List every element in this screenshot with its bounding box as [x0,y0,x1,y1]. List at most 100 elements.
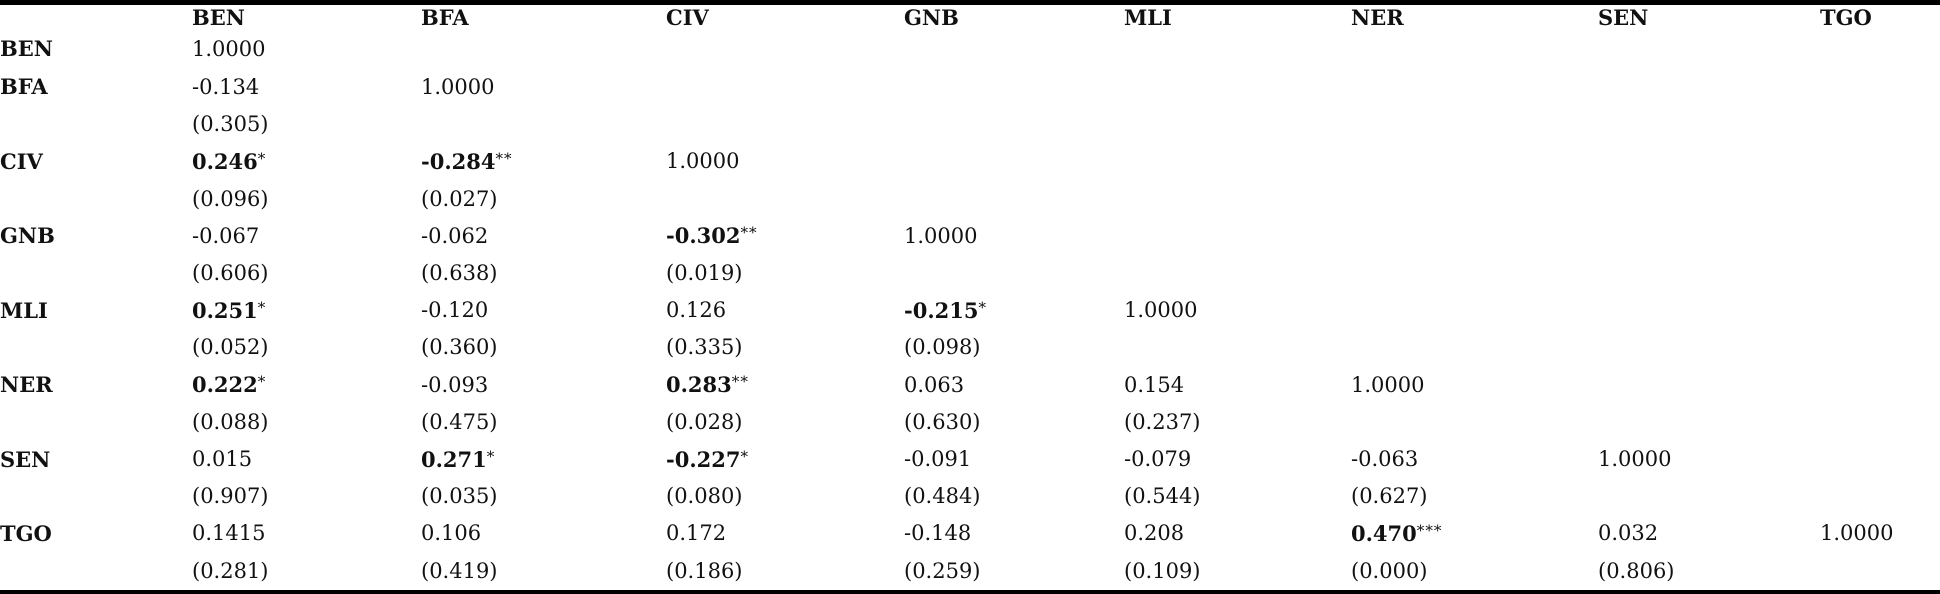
pvalue-row-bfa: (0.305) [0,106,1940,142]
correlation-cell: 1.0000 [1820,515,1940,553]
correlation-cell [1351,68,1598,106]
p-value: (0.000) [1351,559,1428,584]
p-value-cell [904,180,1124,216]
correlation-cell: -0.134 [192,68,421,106]
correlation-cell [1351,142,1598,180]
p-value-cell: (0.088) [192,404,421,440]
significance-stars: * [740,446,750,465]
correlation-cell [904,142,1124,180]
column-header-tgo: TGO [1820,5,1872,30]
correlation-value: -0.227 [666,446,741,472]
correlation-value: 0.470 [1351,520,1417,546]
correlation-cell [666,68,904,106]
table-header-row: BEN BFA CIV GNB MLI NER SEN TGO [0,3,1940,31]
correlation-cell [1598,142,1820,180]
correlation-cell [1820,366,1940,404]
p-value-cell: (0.627) [1351,478,1598,514]
correlation-cell: 1.0000 [192,30,421,68]
p-value-cell [1820,106,1940,142]
p-value-cell: (0.028) [666,404,904,440]
column-header-ner: NER [1351,5,1404,30]
p-value-cell: (0.259) [904,552,1124,592]
correlation-value: -0.091 [904,447,972,472]
correlation-cell: 1.0000 [904,217,1124,255]
correlation-value: 1.0000 [192,36,266,61]
p-value-cell [1598,329,1820,365]
p-value-cell [1351,180,1598,216]
p-value-cell: (0.096) [192,180,421,216]
pvalue-row-gnb: (0.606) (0.638) (0.019) [0,255,1940,291]
p-value: (0.475) [421,409,498,434]
row-header-spacer [0,478,192,514]
row-header-spacer [0,106,192,142]
significance-stars: * [978,297,988,316]
p-value-cell: (0.360) [421,329,666,365]
p-value-cell [1124,106,1351,142]
p-value-cell: (0.544) [1124,478,1351,514]
correlation-cell [1820,30,1940,68]
correlation-cell: 1.0000 [1351,366,1598,404]
p-value: (0.544) [1124,484,1201,509]
significance-stars: ** [495,149,513,168]
row-header-ben: BEN [0,36,53,62]
p-value: (0.098) [904,335,981,360]
correlation-value: 0.246 [192,148,258,174]
p-value-cell [1351,329,1598,365]
row-header-tgo: TGO [0,520,52,546]
correlation-value: 0.154 [1124,372,1185,397]
correlation-cell: -0.227* [666,440,904,478]
pvalue-row-mli: (0.052) (0.360) (0.335) (0.098) [0,329,1940,365]
row-header-sen: SEN [0,446,51,472]
pvalue-row-sen: (0.907) (0.035) (0.080) (0.484) (0.544) (0.62… [0,478,1940,514]
p-value-cell [1351,106,1598,142]
estimate-row-ner: NER 0.222* -0.093 0.283** 0.063 0.154 1.0000 [0,366,1940,404]
correlation-cell [1820,68,1940,106]
p-value-cell: (0.305) [192,106,421,142]
row-header-spacer [0,329,192,365]
p-value-cell [1351,404,1598,440]
p-value: (0.027) [421,186,498,211]
p-value-cell: (0.237) [1124,404,1351,440]
column-header-mli: MLI [1124,5,1172,30]
significance-stars: ** [740,223,758,242]
row-header-gnb: GNB [0,223,55,249]
p-value: (0.028) [666,409,743,434]
correlation-value: -0.062 [421,223,489,248]
pvalue-row-ner: (0.088) (0.475) (0.028) (0.630) (0.237) [0,404,1940,440]
p-value-cell: (0.019) [666,255,904,291]
correlation-value: -0.079 [1124,447,1192,472]
p-value-cell: (0.638) [421,255,666,291]
significance-stars: * [257,297,267,316]
p-value-cell [904,255,1124,291]
row-header-spacer [0,255,192,291]
correlation-cell: 0.063 [904,366,1124,404]
significance-stars: ** [731,372,749,391]
p-value: (0.052) [192,335,269,360]
correlation-cell [1598,217,1820,255]
p-value-cell: (0.630) [904,404,1124,440]
p-value: (0.360) [421,335,498,360]
correlation-value: 1.0000 [1820,521,1894,546]
correlation-value: 1.0000 [666,149,740,174]
p-value: (0.630) [904,409,981,434]
p-value-cell: (0.419) [421,552,666,592]
correlation-cell [1351,291,1598,329]
correlation-cell: 0.154 [1124,366,1351,404]
significance-stars: * [257,372,267,391]
p-value-cell [1820,404,1940,440]
correlation-value: 1.0000 [1598,447,1672,472]
p-value-cell: (0.000) [1351,552,1598,592]
correlation-cell: 0.126 [666,291,904,329]
correlation-cell: 0.251* [192,291,421,329]
p-value: (0.080) [666,484,743,509]
correlation-cell: 1.0000 [1124,291,1351,329]
correlation-value: 0.106 [421,521,482,546]
correlation-cell [1124,68,1351,106]
p-value: (0.335) [666,335,743,360]
p-value-cell [1598,106,1820,142]
correlation-value: -0.120 [421,298,489,323]
corner-cell [0,3,192,31]
row-header-civ: CIV [0,148,43,174]
significance-stars: * [486,446,496,465]
p-value-cell: (0.080) [666,478,904,514]
